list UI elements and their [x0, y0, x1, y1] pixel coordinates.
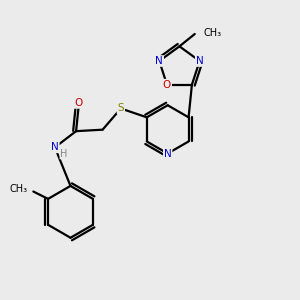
Text: N: N	[164, 148, 172, 158]
Text: N: N	[155, 56, 163, 66]
Text: S: S	[118, 103, 124, 113]
Text: H: H	[60, 149, 68, 159]
Text: O: O	[163, 80, 171, 90]
Text: CH₃: CH₃	[9, 184, 27, 194]
Text: N: N	[196, 56, 203, 66]
Text: O: O	[74, 98, 83, 108]
Text: CH₃: CH₃	[203, 28, 221, 38]
Text: N: N	[51, 142, 59, 152]
